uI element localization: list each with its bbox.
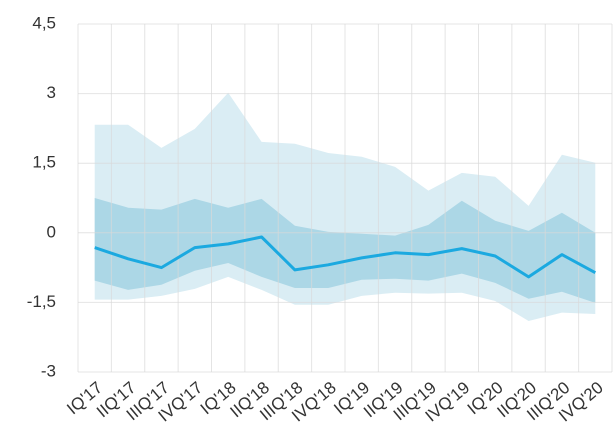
line-series bbox=[94, 235, 597, 279]
y-tick-label: -3 bbox=[41, 361, 56, 380]
y-tick-label: -1,5 bbox=[27, 292, 56, 311]
y-tick-label: 3 bbox=[47, 83, 56, 102]
y-tick-label: 0 bbox=[47, 222, 56, 241]
y-tick-label: 1,5 bbox=[32, 153, 56, 172]
y-tick-label: 4,5 bbox=[32, 13, 56, 32]
